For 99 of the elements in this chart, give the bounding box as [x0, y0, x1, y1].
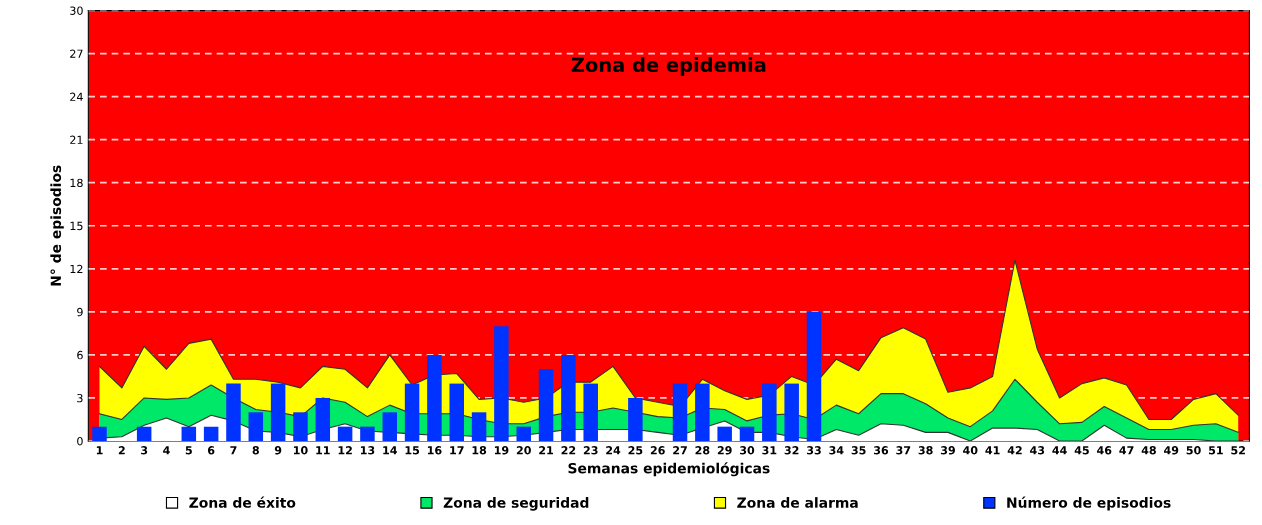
x-tick-label: 42 — [1007, 446, 1022, 455]
bar — [427, 354, 442, 441]
y-tick-label: 12 — [70, 264, 83, 274]
x-tick-label: 41 — [985, 446, 1000, 455]
x-tick-label: 14 — [383, 446, 397, 455]
x-tick-label: 20 — [516, 446, 531, 455]
bar — [494, 326, 509, 441]
y-axis-title: N° de episodios — [50, 165, 64, 286]
x-tick-label: 49 — [1164, 446, 1179, 455]
bar — [404, 383, 420, 441]
legend-label: Zona de éxito — [189, 496, 296, 508]
bar — [717, 426, 732, 441]
x-tick-label: 12 — [338, 446, 352, 455]
x-tick-label: 4 — [163, 446, 170, 455]
x-tick-label: 51 — [1209, 446, 1223, 455]
bar — [538, 369, 554, 441]
x-tick-label: 8 — [252, 446, 259, 455]
x-tick-label: 31 — [762, 446, 777, 455]
y-tick-label: 0 — [77, 436, 83, 446]
x-tick-label: 23 — [583, 446, 598, 455]
bar — [181, 426, 197, 441]
bar — [672, 383, 688, 441]
x-tick-label: 25 — [628, 446, 643, 455]
x-tick-label: 19 — [494, 446, 509, 455]
bar — [516, 426, 531, 441]
bar — [739, 426, 755, 441]
bar — [561, 354, 576, 441]
bar — [695, 383, 710, 441]
x-tick-label: 36 — [873, 446, 889, 455]
x-tick-label: 6 — [207, 446, 215, 455]
bar — [92, 426, 107, 441]
x-tick-label: 3 — [141, 446, 148, 455]
bar — [583, 383, 598, 441]
bar — [382, 412, 398, 441]
bar — [337, 426, 353, 441]
x-tick-label: 15 — [405, 446, 420, 455]
x-tick-label: 33 — [807, 446, 821, 455]
legend-label: Zona de seguridad — [443, 497, 589, 511]
y-tick-label: 21 — [70, 135, 83, 144]
x-tick-label: 10 — [293, 446, 308, 455]
x-tick-label: 37 — [896, 446, 911, 455]
x-tick-label: 40 — [963, 446, 978, 455]
y-tick-label: 9 — [77, 307, 83, 317]
x-tick-label: 52 — [1231, 446, 1245, 455]
x-tick-label: 5 — [185, 446, 192, 455]
x-tick-label: 35 — [851, 446, 866, 455]
y-tick-label: 6 — [77, 350, 83, 360]
x-tick-label: 21 — [539, 446, 554, 455]
bar — [293, 412, 308, 441]
bar — [203, 426, 219, 441]
x-tick-label: 29 — [717, 446, 732, 455]
y-tick-label: 18 — [70, 178, 83, 188]
x-axis-title: Semanas epidemiológicas — [568, 462, 770, 477]
bar — [248, 412, 264, 441]
x-tick-label: 13 — [360, 446, 375, 455]
x-tick-label: 28 — [695, 446, 710, 455]
band-label: Zona de epidemia — [571, 57, 766, 76]
legend-label: Número de episodios — [1007, 496, 1171, 511]
x-tick-label: 47 — [1119, 446, 1134, 455]
x-tick-label: 32 — [784, 446, 799, 455]
y-tick-label: 30 — [70, 6, 83, 15]
bar — [136, 426, 152, 441]
x-tick-label: 39 — [940, 446, 955, 455]
x-tick-label: 46 — [1097, 446, 1112, 455]
bar — [784, 383, 799, 441]
x-tick-label: 44 — [1052, 446, 1067, 455]
x-tick-label: 16 — [427, 446, 442, 455]
bar — [471, 412, 487, 441]
x-tick-label: 27 — [673, 446, 687, 455]
x-tick-label: 9 — [274, 446, 282, 455]
x-tick-label: 38 — [918, 446, 933, 455]
x-tick-label: 24 — [606, 446, 621, 455]
x-tick-label: 48 — [1141, 446, 1156, 455]
x-tick-label: 30 — [740, 446, 755, 455]
x-tick-label: 22 — [561, 446, 576, 455]
x-tick-label: 1 — [96, 446, 103, 455]
y-tick-label: 27 — [70, 49, 83, 58]
x-tick-label: 26 — [650, 446, 665, 455]
x-tick-label: 7 — [230, 446, 237, 455]
bar — [806, 311, 822, 441]
y-tick-label: 3 — [77, 393, 83, 403]
bar — [270, 383, 286, 441]
x-tick-label: 43 — [1030, 446, 1045, 455]
y-tick-label: 24 — [70, 92, 83, 101]
x-tick-label: 2 — [118, 446, 125, 455]
bar — [315, 397, 331, 441]
legend-label: Zona de alarma — [737, 497, 858, 508]
bar — [449, 383, 464, 441]
bar — [762, 383, 777, 441]
x-tick-label: 11 — [316, 446, 330, 455]
x-tick-label: 18 — [472, 446, 487, 455]
x-tick-label: 45 — [1074, 446, 1089, 455]
bar — [628, 397, 643, 441]
x-tick-label: 34 — [829, 446, 844, 455]
y-tick-label: 15 — [70, 221, 83, 231]
x-tick-label: 50 — [1186, 446, 1201, 455]
bar — [226, 383, 241, 441]
x-tick-label: 17 — [450, 446, 464, 455]
bar — [360, 426, 375, 441]
